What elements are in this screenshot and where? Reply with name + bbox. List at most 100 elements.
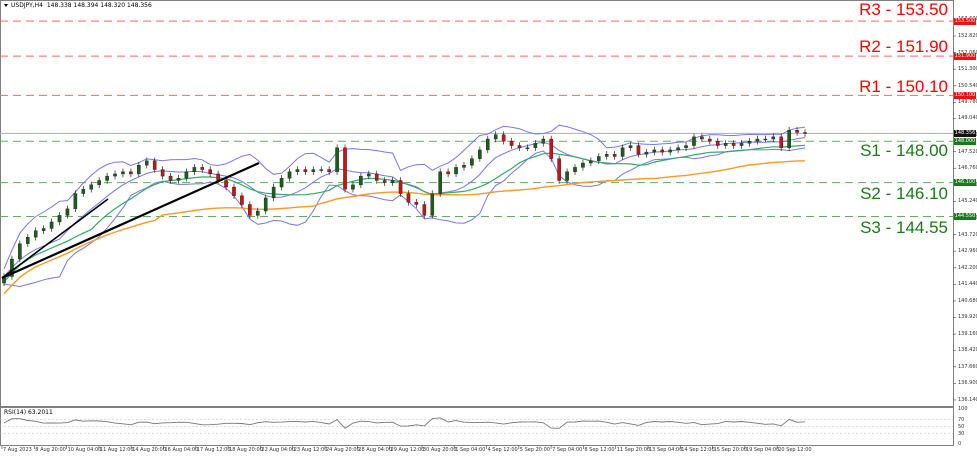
candle — [573, 167, 577, 172]
candle — [795, 130, 799, 133]
candle — [755, 138, 760, 142]
candle — [184, 171, 189, 179]
level-label-r1: R1 - 150.10 — [859, 77, 948, 96]
price-axis-label: 139.920 — [958, 314, 977, 321]
time-axis-label: 11 Sep 20:00 — [616, 447, 651, 453]
candle — [49, 221, 54, 229]
price-axis-label: 143.720 — [958, 231, 977, 238]
candle — [200, 167, 205, 170]
candle — [597, 156, 601, 162]
level-label-s2: S2 - 146.10 — [860, 184, 948, 203]
candle — [240, 195, 244, 205]
candle — [462, 164, 466, 168]
candle — [454, 167, 458, 175]
candle — [589, 160, 593, 164]
time-axis-label: 10 Aug 04:00 — [67, 447, 102, 453]
candle — [557, 158, 561, 181]
rsi-axis-label: 100 — [958, 406, 968, 412]
candle — [33, 230, 38, 238]
price-axis-label: 149.040 — [958, 115, 977, 122]
rsi-axis-label: 50 — [958, 423, 965, 430]
time-axis-label: 20 Sep 12:00 — [778, 447, 812, 453]
candle — [176, 178, 181, 181]
candle — [406, 193, 411, 203]
candlesticks — [2, 127, 807, 287]
price-axis-label: 147.520 — [958, 148, 977, 155]
symbol-timeframe: USDJPY,H4 — [11, 2, 43, 9]
candle — [771, 136, 776, 140]
price-tag-s1: 148.000 — [954, 137, 976, 145]
candle — [787, 130, 791, 148]
candle — [311, 169, 316, 172]
price-axis-label: 150.540 — [958, 82, 977, 89]
trendline-main[interactable] — [1, 161, 260, 280]
candle — [493, 134, 498, 140]
candle — [565, 171, 569, 181]
price-axis-label: 136.900 — [958, 380, 977, 387]
candle — [263, 197, 268, 212]
current-price-tag: 148.356 — [954, 129, 976, 137]
time-axis-label: 7 Aug 2023 — [3, 447, 32, 453]
level-label-s3: S3 - 144.55 — [860, 218, 948, 237]
candle — [723, 143, 728, 146]
candle — [359, 175, 363, 186]
candle — [485, 138, 490, 151]
candle — [255, 210, 260, 216]
candle — [779, 136, 784, 148]
candle — [478, 149, 482, 159]
candle — [216, 173, 220, 181]
support-resistance-lines — [0, 20, 953, 217]
trendlines[interactable] — [1, 161, 260, 280]
candle — [57, 215, 62, 223]
trendline-steep[interactable] — [1, 198, 109, 279]
candle — [708, 138, 712, 142]
candle — [168, 175, 173, 181]
candle — [763, 138, 768, 141]
time-axis-label: 11 Aug 12:00 — [99, 447, 134, 453]
candle — [652, 149, 657, 153]
time-axis-label: 15 Sep 20:00 — [713, 447, 747, 453]
candle — [414, 202, 419, 205]
candle — [10, 258, 14, 277]
time-axis-label: 8 Sep 12:00 — [584, 447, 615, 453]
candle — [224, 180, 228, 188]
candle — [121, 171, 125, 175]
time-axis-label: 14 Aug 20:00 — [132, 447, 166, 453]
rsi-line — [0, 417, 953, 434]
axis-ticks — [1, 18, 956, 449]
candle — [160, 169, 165, 177]
candle — [644, 151, 649, 155]
price-axis-label: 146.760 — [958, 165, 977, 172]
candle — [367, 173, 371, 177]
candle — [604, 154, 609, 157]
level-label-r2: R2 - 151.90 — [859, 37, 948, 56]
candle — [303, 169, 308, 172]
candle — [525, 147, 530, 149]
time-axis-label: 22 Aug 04:00 — [261, 447, 296, 453]
price-axis-label: 152.820 — [958, 33, 977, 40]
collapse-triangle-icon[interactable] — [4, 4, 8, 7]
price-tag-r3: 153.500 — [954, 17, 976, 25]
moving-averages — [3, 144, 806, 295]
candle — [129, 171, 133, 175]
candle — [97, 180, 101, 186]
time-axis-label: 13 Sep 04:00 — [649, 447, 683, 453]
price-axis-label: 141.440 — [958, 281, 977, 288]
time-axis-label: 16 Aug 04:00 — [164, 447, 199, 453]
candle — [327, 169, 331, 172]
price-axis-label: 138.420 — [958, 347, 977, 354]
price-axis-label: 145.240 — [958, 198, 977, 205]
candle — [398, 180, 403, 194]
candle — [612, 154, 617, 157]
candle — [636, 145, 641, 155]
candle — [509, 140, 514, 146]
candle — [803, 132, 807, 134]
candle — [620, 147, 625, 157]
time-axis-label: 5 Sep 20:00 — [519, 447, 550, 453]
time-axis-label: 7 Sep 04:00 — [552, 447, 583, 453]
rsi-axis-label: 30 — [958, 430, 965, 437]
time-axis-label: 17 Aug 12:00 — [196, 447, 231, 453]
candle — [287, 171, 292, 179]
candle — [628, 145, 633, 148]
